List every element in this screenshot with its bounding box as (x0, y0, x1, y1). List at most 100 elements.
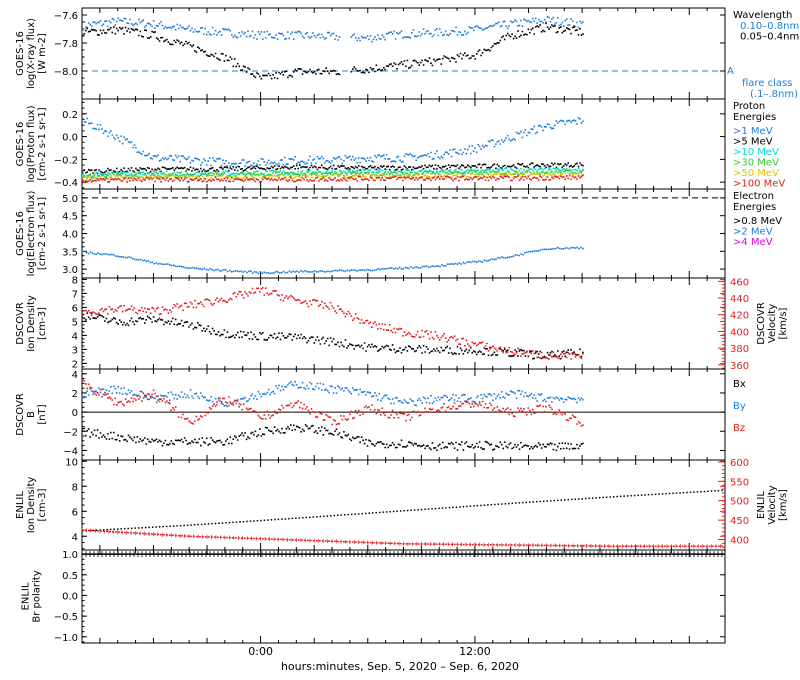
y-tick-label: 5 (72, 317, 78, 328)
panel-electron: 5.0 4.5 4.0 3.5 3.0 GOES-16 log(Electron flux)… (15, 188, 782, 279)
legend-entry: >30 MeV (733, 158, 779, 169)
y-label-line: Br polarity (32, 570, 43, 622)
y-label-line: GOES-16 (15, 211, 26, 256)
y-label-line: log(Electron flux) (26, 191, 37, 277)
legend-entry: By (733, 401, 746, 412)
y-tick-label: 3 (72, 345, 78, 356)
legend-entry: >100 MeV (733, 179, 785, 190)
series-points (82, 424, 584, 452)
y-tick-label: 4 (72, 331, 78, 342)
y-tick-label: 0.0 (62, 133, 78, 144)
y-axis-label: GOES-16 log(Proton flux) [cm-2 s-1 sr-1] (15, 105, 48, 182)
y-label-line: [cm-2 s-1 sr-1] (37, 197, 48, 270)
y2-tick-label: 440 (730, 294, 749, 305)
y-tick-label: 0 (72, 408, 78, 419)
panel-frame (81, 188, 726, 279)
legend-title: Electron (733, 191, 774, 202)
y-tick-label: 0.2 (62, 110, 78, 121)
legend-entry: 0.10–0.8nm (740, 21, 799, 32)
series-points (82, 22, 584, 80)
y-label-line: [cm-3] (37, 307, 48, 340)
y-tick-label: 6 (72, 303, 78, 314)
y2-tick-label: 600 (730, 458, 749, 469)
legend-title: Proton (733, 101, 765, 112)
flare-class-note: flare class(.1–.8nm) (742, 78, 798, 100)
legend-entry: 0.05–0.4nm (740, 32, 799, 43)
legend-subtitle: Energies (733, 202, 776, 213)
y-tick-label: 2 (72, 359, 78, 370)
y2-tick-label: 400 (730, 327, 749, 338)
y-tick-label: 0.0 (62, 591, 78, 602)
legend: Bx By Bz (733, 379, 746, 434)
y-tick-label: 7 (72, 289, 78, 300)
y-label-line: DSCOVR (15, 302, 26, 345)
panel-xray: A −7.6 −7.8 −8.0 GOES-16 log(X-ray flux) [W m-… (15, 7, 799, 100)
series-points (82, 287, 584, 360)
series-points (82, 168, 584, 179)
series-points (82, 16, 584, 43)
y-tick-label: 3.5 (62, 247, 78, 258)
y-tick-label: 1.0 (62, 550, 78, 561)
legend-entry: >5 MeV (733, 137, 773, 148)
series--5-MeV (82, 162, 584, 175)
series-points (82, 246, 584, 275)
panel-dscovr_b: 4 2 0 −2 −4 DSCOVR B [nT] Bx By Bz (15, 368, 746, 461)
y-axis-label: GOES-16 log(Electron flux) [cm-2 s-1 sr-1] (15, 191, 48, 277)
series-line (81, 489, 726, 532)
series-points (82, 172, 584, 182)
y2-label-line: Velocity (767, 304, 778, 343)
panel-frame (81, 98, 726, 190)
y2-tick-label: 500 (730, 497, 749, 508)
y-label-line: ENLIL (21, 582, 32, 610)
y-tick-label: 0.5 (62, 571, 78, 582)
y-tick-label: 6 (72, 507, 78, 518)
note-line: (.1–.8nm) (750, 89, 798, 100)
y-tick-label: 10 (65, 457, 78, 468)
y-axis-label: DSCOVR Ion Density [cm-3] (15, 295, 48, 352)
y-tick-label: 5.0 (62, 194, 78, 205)
y-label-line: log(Proton flux) (26, 105, 37, 182)
note-line: flare class (742, 78, 792, 89)
y2-tick-label: 360 (730, 361, 749, 372)
series-velocity (82, 287, 584, 360)
y-label-line: log(X-ray flux) (26, 18, 37, 89)
series-0-10-0-8nm (82, 16, 584, 43)
y-tick-label: −2 (63, 427, 78, 438)
y2-tick-label: 460 (730, 277, 749, 288)
y-tick-label: −0.5 (54, 612, 78, 623)
y-label-line: [nT] (37, 404, 48, 424)
x-tick-label: 0:00 (248, 645, 273, 658)
series--100-MeV (82, 174, 584, 184)
y2-label-line: DSCOVR (756, 302, 767, 345)
y2-label-line: [km/s] (778, 489, 789, 521)
y-tick-label: −4 (63, 446, 78, 457)
panel-proton: 0.2 0.0 −0.2 −0.4 GOES-16 log(Proton flux) [cm… (15, 98, 785, 190)
series-points (82, 174, 584, 184)
x-tick-label: 12:00 (459, 645, 491, 658)
y-axis-label: GOES-16 log(X-ray flux) [W m-2] (15, 18, 48, 89)
panel-frame (81, 7, 726, 100)
y2-tick-label: 450 (730, 516, 749, 527)
y2-label-line: ENLIL (756, 491, 767, 519)
y-axis-label: ENLIL Br polarity (21, 570, 43, 622)
y2-axis-label: DSCOVR Velocity [km/s] (756, 302, 789, 345)
y-tick-label: −7.8 (54, 39, 78, 50)
x-axis: 0:00 12:00 (248, 645, 491, 658)
series-velocity (81, 489, 726, 532)
y2-label-line: [km/s] (778, 307, 789, 339)
y-tick-label: 3.0 (62, 265, 78, 276)
y-label-line: GOES-16 (15, 122, 26, 167)
y-tick-label: 4 (72, 370, 78, 381)
series--2-MeV (82, 246, 584, 275)
legend-entry: >4 MeV (733, 237, 773, 248)
series-polarity (81, 551, 725, 558)
legend-entry: >0.8 MeV (733, 216, 782, 227)
legend-entry: >50 MeV (733, 168, 779, 179)
y-tick-label: 2 (72, 389, 78, 400)
